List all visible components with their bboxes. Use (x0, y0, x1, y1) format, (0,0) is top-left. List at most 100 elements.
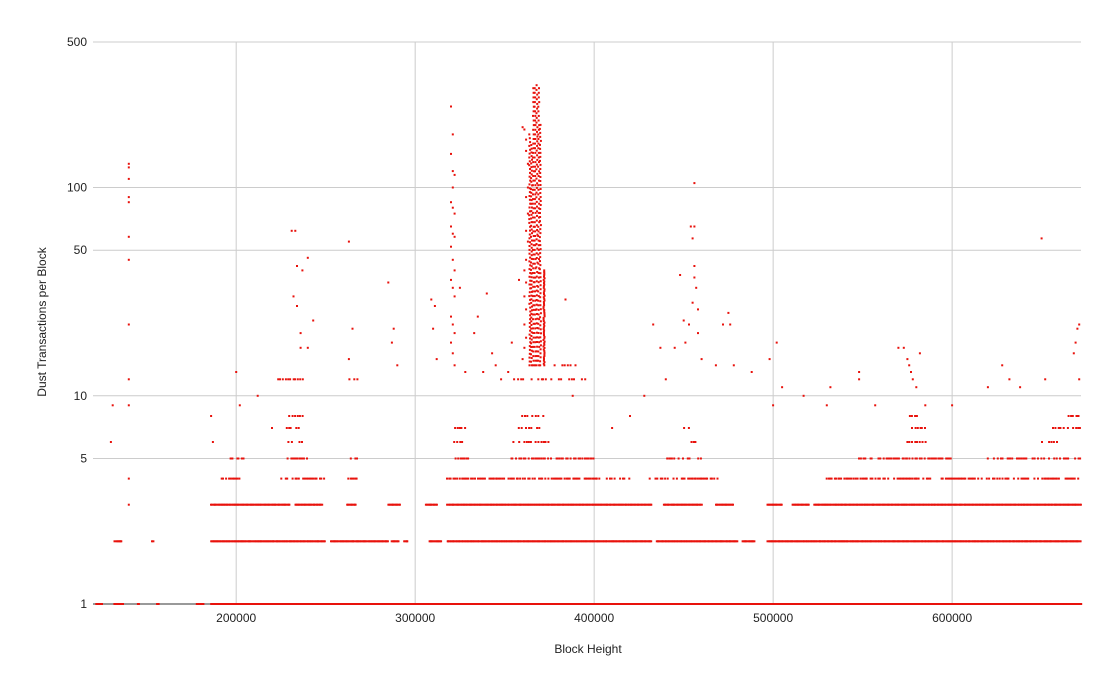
data-point (539, 143, 541, 146)
data-point (351, 477, 354, 480)
data-point (235, 603, 238, 605)
data-point (500, 378, 503, 381)
data-point (908, 415, 911, 417)
data-point (515, 457, 517, 460)
data-point (259, 503, 262, 506)
data-point (528, 248, 531, 251)
data-point (538, 87, 540, 90)
data-point (534, 147, 536, 150)
data-point (537, 110, 540, 113)
data-point (437, 603, 440, 605)
data-point (528, 268, 531, 271)
data-point (675, 477, 678, 480)
data-point (888, 540, 890, 543)
data-point (972, 603, 975, 605)
data-point (535, 219, 538, 222)
data-point (896, 603, 899, 605)
data-point (312, 477, 315, 480)
data-point (741, 540, 744, 543)
data-point (542, 323, 545, 326)
data-point (511, 477, 514, 480)
data-point (534, 235, 537, 237)
data-point (464, 540, 467, 543)
data-point (529, 503, 532, 506)
data-point (334, 540, 337, 543)
data-point (488, 477, 491, 480)
data-point (967, 477, 970, 480)
data-point (1022, 540, 1025, 543)
data-point (552, 503, 555, 506)
data-point (242, 457, 245, 460)
data-point (827, 540, 830, 543)
data-point (450, 201, 452, 204)
data-point (884, 503, 887, 506)
data-point (926, 503, 929, 506)
data-point (532, 230, 535, 233)
data-point (1045, 540, 1048, 543)
data-point (535, 84, 538, 87)
data-point (539, 135, 542, 138)
data-point (585, 603, 588, 605)
data-point (531, 305, 533, 308)
data-point (536, 341, 538, 343)
data-point (316, 503, 319, 506)
data-point (348, 603, 351, 605)
data-point (1037, 503, 1040, 506)
data-point (942, 603, 945, 605)
data-point (789, 603, 791, 605)
data-point (536, 359, 538, 362)
data-point (635, 540, 638, 543)
data-point (534, 503, 537, 506)
data-point (252, 540, 255, 543)
data-point (396, 540, 399, 543)
data-point (538, 503, 541, 506)
data-point (923, 503, 926, 506)
data-point (210, 503, 212, 506)
data-point (533, 603, 536, 605)
data-point (528, 245, 531, 247)
data-point (710, 603, 713, 605)
data-point (569, 603, 572, 605)
data-point (726, 540, 729, 543)
data-point (882, 503, 885, 506)
data-point (843, 603, 846, 605)
data-point (1051, 503, 1054, 506)
data-point (584, 378, 587, 381)
data-point (849, 503, 852, 506)
data-point (516, 603, 519, 605)
data-point (972, 503, 974, 506)
data-point (802, 394, 805, 397)
data-point (539, 212, 541, 214)
data-point (219, 603, 222, 605)
data-point (474, 603, 477, 605)
data-point (543, 294, 546, 297)
data-point (281, 378, 284, 381)
data-point (528, 237, 531, 240)
data-point (536, 261, 539, 264)
data-point (1080, 603, 1083, 605)
data-point (755, 603, 758, 605)
data-point (569, 364, 572, 367)
data-point (545, 603, 548, 605)
data-point (947, 603, 950, 605)
data-point (319, 603, 322, 605)
data-point (1052, 477, 1055, 480)
data-point (575, 477, 578, 480)
data-point (854, 540, 857, 543)
data-point (673, 540, 676, 543)
data-point (920, 457, 923, 460)
data-point (343, 603, 346, 605)
data-point (625, 503, 628, 506)
data-point (880, 540, 883, 543)
data-point (924, 441, 927, 443)
data-point (879, 503, 882, 506)
data-point (528, 477, 531, 480)
data-point (908, 364, 911, 367)
data-point (530, 265, 533, 268)
data-point (864, 540, 867, 543)
data-point (530, 243, 533, 246)
data-point (537, 272, 540, 274)
data-point (528, 221, 531, 224)
data-point (824, 503, 827, 506)
data-point (537, 285, 540, 288)
